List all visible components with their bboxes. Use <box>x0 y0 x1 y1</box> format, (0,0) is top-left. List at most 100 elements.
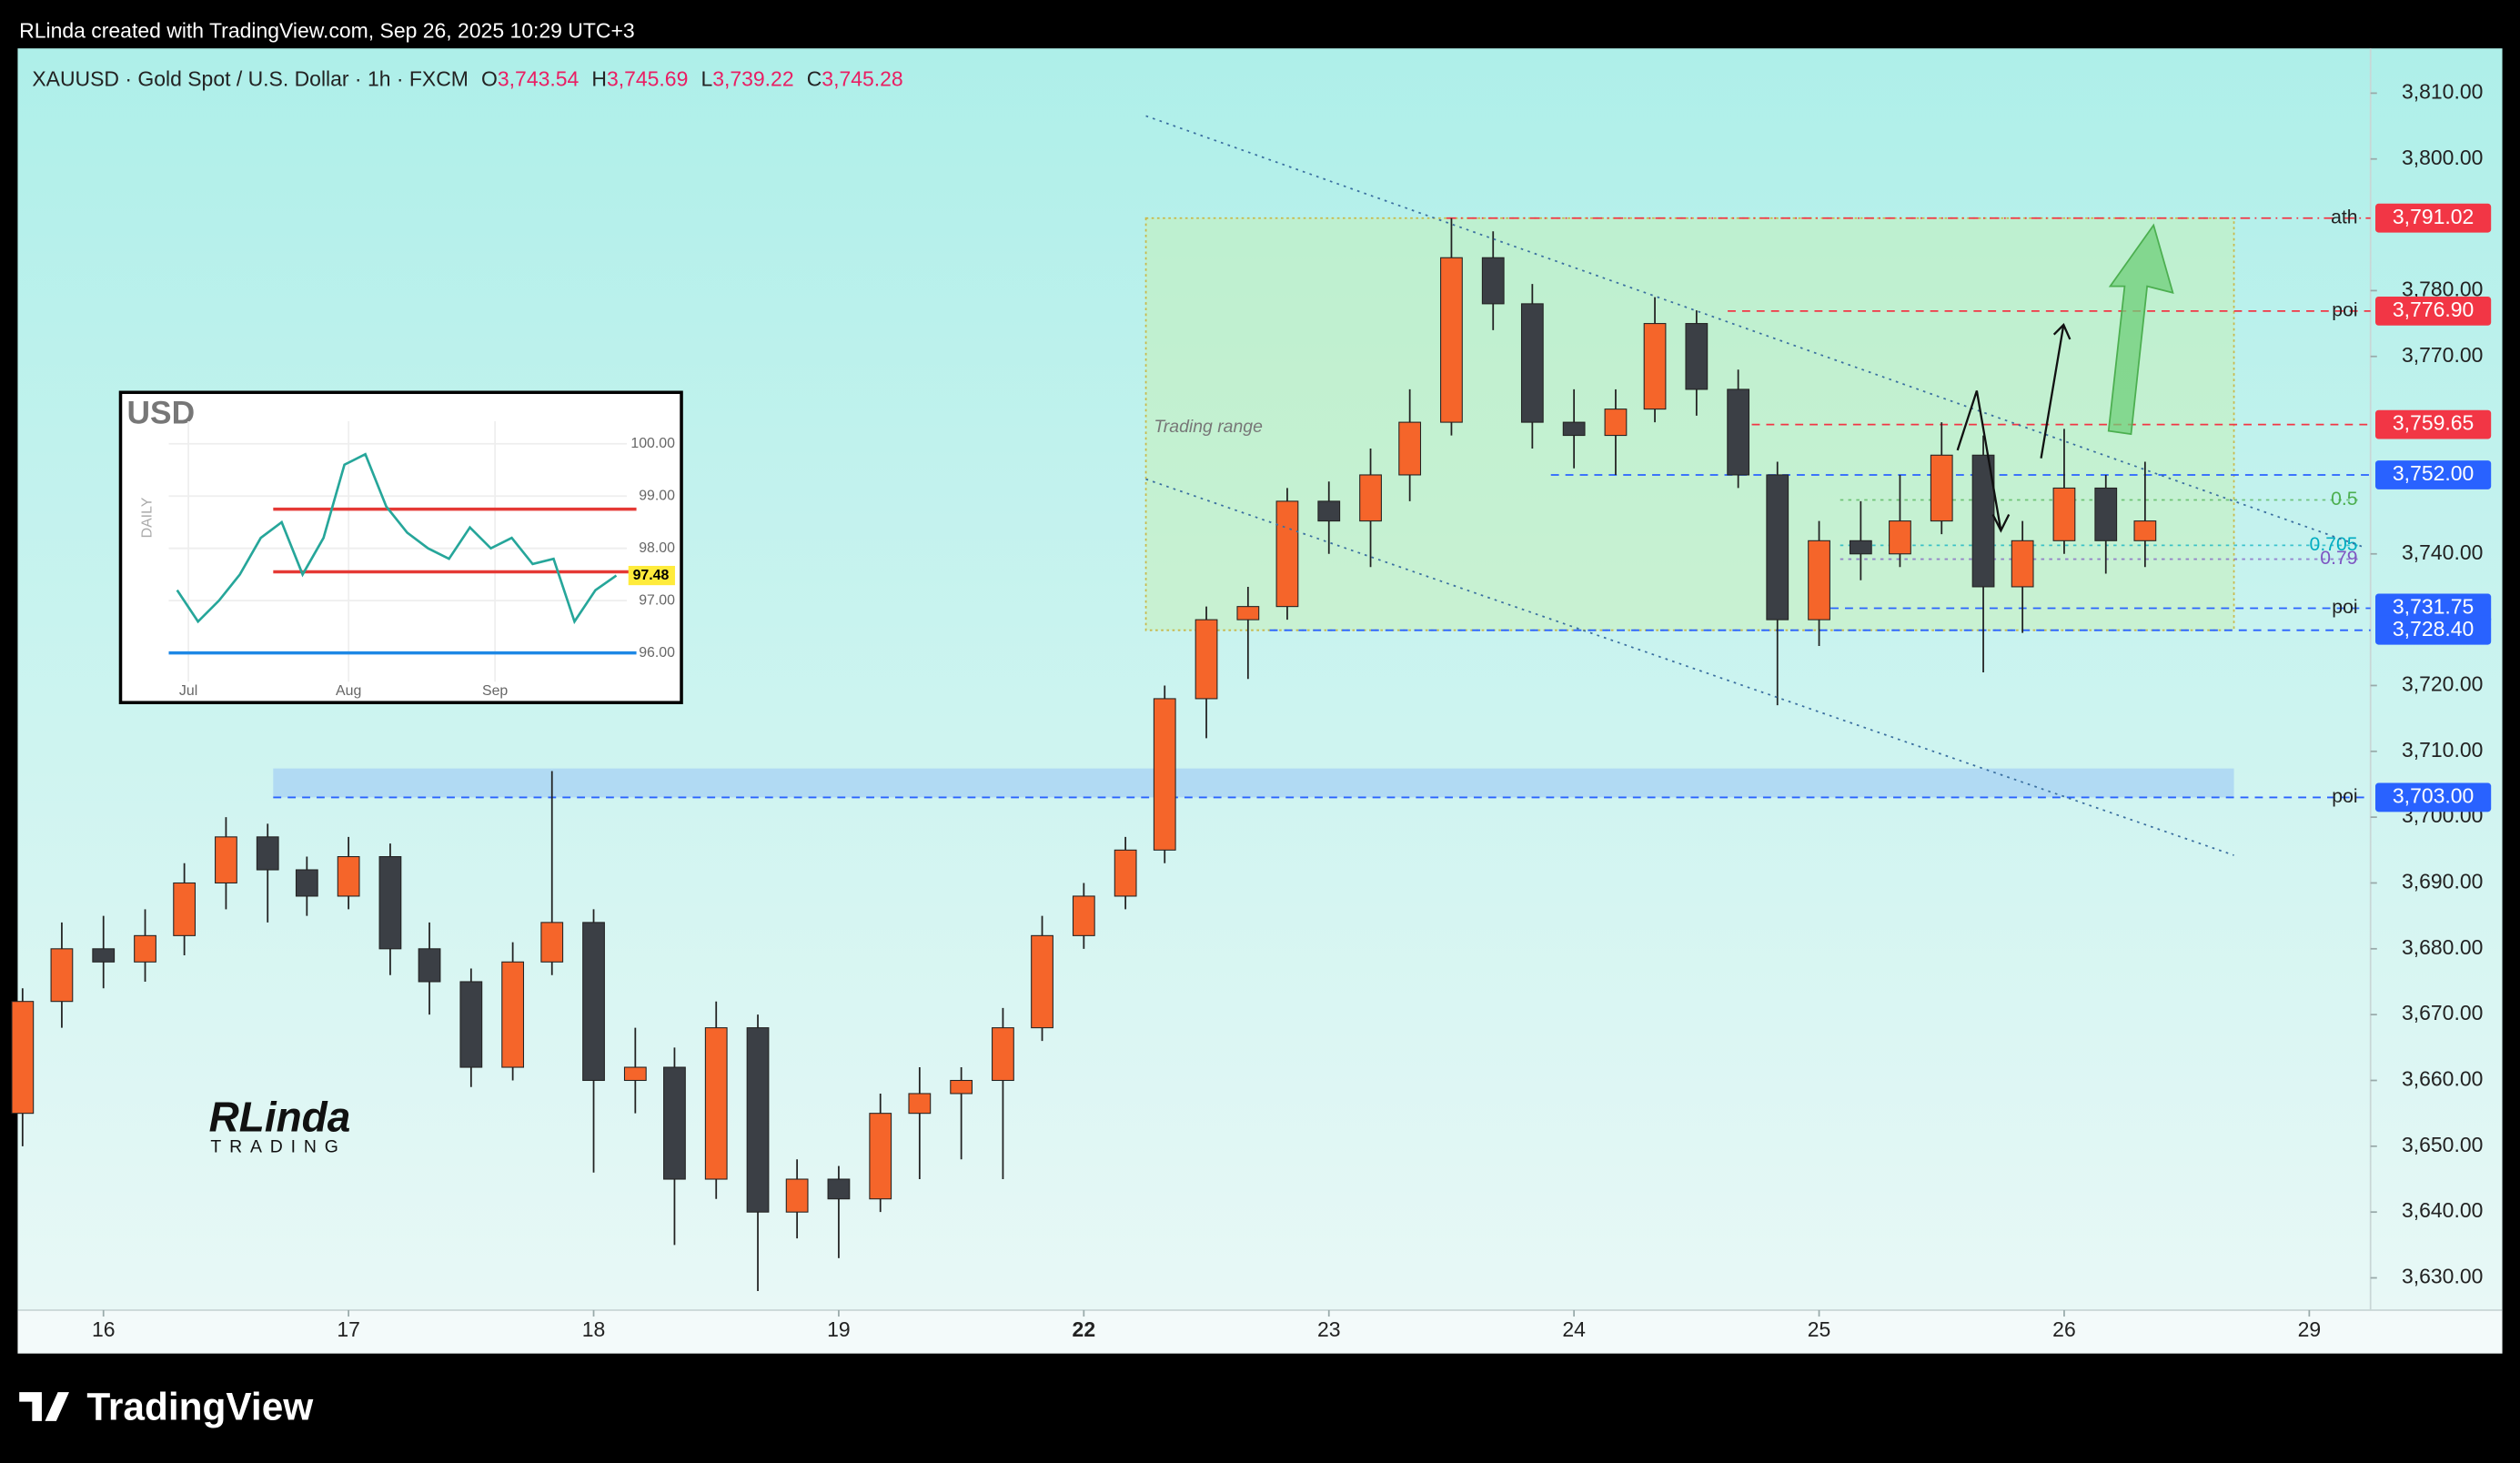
arrow-up <box>2040 324 2065 459</box>
footer: TradingView <box>19 1386 314 1428</box>
inset-side-label: DAILY <box>140 497 156 538</box>
ohlc-key: H <box>591 67 607 91</box>
y-tick-label: 3,650.00 <box>2402 1133 2483 1156</box>
candle-body <box>1275 500 1299 608</box>
candle-body <box>459 981 483 1068</box>
inset-y-label: 97.00 <box>639 592 675 608</box>
candle-body <box>2133 520 2157 541</box>
y-tick-label: 3,690.00 <box>2402 870 2483 893</box>
candle-body <box>1359 474 1382 522</box>
fib-label: 0.705 <box>2310 534 2358 555</box>
drawings <box>1145 115 2364 856</box>
brand: TradingView <box>86 1386 314 1428</box>
inset-x-label: Sep <box>482 683 508 699</box>
candle-body <box>1236 606 1260 621</box>
inset-y-label: 96.00 <box>639 645 675 661</box>
price-label: 3,703.00 <box>2393 783 2474 807</box>
candle-body <box>869 1113 892 1200</box>
candle-body <box>1398 421 1422 476</box>
watermark-name: RLinda <box>209 1094 351 1141</box>
symbol-title: XAUUSD · Gold Spot / U.S. Dollar · 1h · … <box>32 67 469 91</box>
level-tag: poi <box>2332 299 2357 320</box>
candle-body <box>1520 303 1544 423</box>
plot: Trading range3,810.003,800.003,780.003,7… <box>11 67 2492 1341</box>
candle-body <box>418 948 441 983</box>
price-label: 3,759.65 <box>2393 411 2474 435</box>
inset-chart: USD DAILY 100.00 99.00 98.00 97.00 96.00 Jul Aug… <box>118 390 683 704</box>
price-label-box <box>2375 460 2492 489</box>
x-tick-label: 16 <box>92 1317 116 1341</box>
price-label-box <box>2375 296 2492 326</box>
inset-last-label: 97.48 <box>633 568 670 583</box>
candle-body <box>1031 934 1053 1029</box>
y-tick-label: 3,640.00 <box>2402 1198 2483 1222</box>
candle-body <box>2011 540 2034 588</box>
candle-body <box>746 1027 770 1213</box>
arrow-head <box>1991 513 2011 533</box>
candle-body <box>337 856 360 897</box>
candle-body <box>501 961 525 1068</box>
candle-body <box>1114 849 1137 897</box>
time-axis <box>17 1309 2503 1354</box>
inset-line <box>176 452 618 625</box>
watermark-sub: TRADING <box>210 1137 346 1157</box>
zone <box>273 768 2234 798</box>
candle-body <box>1194 619 1218 700</box>
ohlc-key: O <box>481 67 498 91</box>
y-tick-label: 3,720.00 <box>2402 672 2483 696</box>
price-label: 3,791.02 <box>2393 205 2474 228</box>
price-label-box <box>2375 593 2492 623</box>
y-tick-label: 3,810.00 <box>2402 79 2483 103</box>
x-tick-label: 23 <box>1317 1317 1341 1341</box>
level-tag: poi <box>2332 786 2357 807</box>
price-label-box <box>2375 615 2492 645</box>
candle-body <box>1685 323 1709 390</box>
fib-label: 0.5 <box>2331 489 2357 510</box>
candle-body <box>1766 474 1789 621</box>
candle-body <box>1643 323 1667 410</box>
trading-range-label: Trading range <box>1154 417 1263 437</box>
price-label: 3,728.40 <box>2393 617 2474 641</box>
price-label-box <box>2375 782 2492 812</box>
candle-body <box>540 922 564 963</box>
y-tick-label: 3,710.00 <box>2402 738 2483 762</box>
attribution: RLinda created with TradingView.com, Sep… <box>19 19 634 43</box>
candle-body <box>785 1178 809 1213</box>
x-tick-label: 25 <box>1808 1317 1831 1341</box>
candle-body <box>1604 409 1628 437</box>
target-arrow <box>2107 223 2174 436</box>
candle-body <box>173 882 197 936</box>
x-tick-label: 29 <box>2298 1317 2322 1341</box>
level-tag: ath <box>2331 207 2357 227</box>
inset-y-label: 100.00 <box>630 436 675 451</box>
price-label: 3,752.00 <box>2393 461 2474 485</box>
y-tick-label: 3,670.00 <box>2402 1001 2483 1024</box>
candle-body <box>1562 421 1586 437</box>
ohlc-key: L <box>701 67 712 91</box>
y-tick-label: 3,740.00 <box>2402 540 2483 564</box>
candle-body <box>992 1027 1014 1082</box>
price-label: 3,776.90 <box>2393 298 2474 321</box>
price-label: 3,731.75 <box>2393 595 2474 619</box>
x-tick-label: 24 <box>1562 1317 1586 1341</box>
candle-body <box>215 836 237 884</box>
candle-body <box>623 1066 647 1082</box>
y-tick-label: 3,660.00 <box>2402 1067 2483 1091</box>
price-label-box <box>2375 409 2492 439</box>
x-tick-label: 22 <box>1073 1317 1096 1341</box>
arrow-head <box>2052 323 2071 340</box>
arrow-down <box>1956 390 2002 531</box>
inset-title: USD <box>127 395 196 430</box>
candle-body <box>1481 257 1505 305</box>
ohlc-value: 3,745.69 <box>607 67 688 91</box>
fib-label: 0.79 <box>2320 548 2357 569</box>
x-tick-label: 26 <box>2052 1317 2076 1341</box>
ohlc-value: 3,739.22 <box>712 67 793 91</box>
candle-body <box>582 922 605 1082</box>
candle-body <box>1808 540 1830 621</box>
candle-body <box>704 1027 728 1180</box>
candle-body <box>1930 454 1953 522</box>
candle-body <box>950 1079 973 1095</box>
y-tick-label: 3,800.00 <box>2402 146 2483 169</box>
